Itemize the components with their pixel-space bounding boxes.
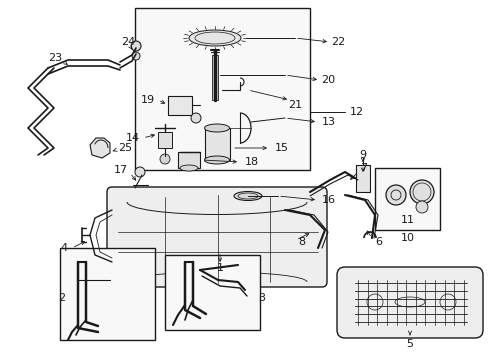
Text: 17: 17 xyxy=(114,165,128,175)
Circle shape xyxy=(131,41,141,51)
FancyBboxPatch shape xyxy=(107,187,326,287)
Text: 19: 19 xyxy=(141,95,155,105)
Ellipse shape xyxy=(189,30,241,46)
Text: 14: 14 xyxy=(125,133,140,143)
FancyBboxPatch shape xyxy=(336,267,482,338)
Text: 15: 15 xyxy=(274,143,288,153)
Text: 9: 9 xyxy=(359,150,366,160)
Circle shape xyxy=(160,154,170,164)
Polygon shape xyxy=(90,138,110,158)
Bar xyxy=(204,128,229,160)
Text: 24: 24 xyxy=(121,37,135,47)
Text: 5: 5 xyxy=(406,339,413,349)
Text: 23: 23 xyxy=(48,53,62,63)
Bar xyxy=(374,168,439,230)
Text: 11: 11 xyxy=(400,215,414,225)
Bar xyxy=(60,248,155,340)
Bar xyxy=(135,8,309,170)
Bar xyxy=(355,165,369,192)
Text: 13: 13 xyxy=(321,117,335,127)
Text: 20: 20 xyxy=(320,75,334,85)
Circle shape xyxy=(132,52,140,60)
Text: 3: 3 xyxy=(258,293,264,303)
Circle shape xyxy=(409,180,433,204)
Text: 2: 2 xyxy=(58,293,65,303)
Ellipse shape xyxy=(204,124,229,132)
Bar xyxy=(212,55,218,100)
Circle shape xyxy=(415,201,427,213)
Text: 1: 1 xyxy=(216,263,223,273)
Bar xyxy=(168,96,192,115)
Text: 10: 10 xyxy=(400,233,414,243)
Bar xyxy=(178,152,200,168)
Bar xyxy=(164,255,260,330)
Circle shape xyxy=(385,185,405,205)
Circle shape xyxy=(191,113,201,123)
Text: 22: 22 xyxy=(330,37,345,47)
Bar xyxy=(158,132,172,148)
Text: 4: 4 xyxy=(61,243,68,253)
Text: 12: 12 xyxy=(349,107,364,117)
Text: 21: 21 xyxy=(287,100,302,110)
Text: 6: 6 xyxy=(374,237,381,247)
Text: 7: 7 xyxy=(359,163,366,173)
Ellipse shape xyxy=(204,156,229,164)
Text: 8: 8 xyxy=(297,237,305,247)
Text: 18: 18 xyxy=(244,157,259,167)
Ellipse shape xyxy=(234,192,262,201)
Circle shape xyxy=(135,167,145,177)
Text: 16: 16 xyxy=(321,195,335,205)
Ellipse shape xyxy=(180,165,198,171)
Text: 25: 25 xyxy=(118,143,132,153)
